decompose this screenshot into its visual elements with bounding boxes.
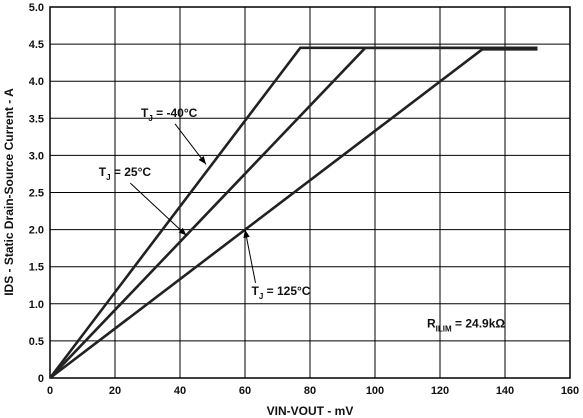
y-axis-ticks: 0 0.5 1.0 1.5 2.0 2.5 3.0 3.5 4.0 4.5 5.0: [29, 2, 44, 385]
series-lines: [48, 46, 538, 380]
series-line-2: [49, 46, 538, 379]
x-tick-label: 0: [47, 385, 53, 397]
annotation-arrow-line: [129, 182, 187, 236]
y-tick-label: 4.0: [29, 76, 44, 88]
y-tick-label: 1.0: [29, 299, 44, 311]
x-tick-label: 20: [109, 385, 121, 397]
x-tick-label: 60: [239, 385, 251, 397]
x-tick-label: 140: [496, 385, 514, 397]
y-tick-label: 0: [38, 373, 44, 385]
y-tick-label: 3.5: [29, 113, 44, 125]
y-tick-label: 1.5: [29, 262, 44, 274]
annotation-label: TJ = 125°C: [252, 284, 311, 301]
x-tick-label: 40: [174, 385, 186, 397]
y-tick-label: 0.5: [29, 336, 44, 348]
x-tick-label: 120: [431, 385, 449, 397]
annotation-arrow-head: [198, 156, 206, 165]
x-tick-label: 100: [366, 385, 384, 397]
y-tick-label: 3.0: [29, 150, 44, 162]
series-line-3: [49, 47, 538, 380]
x-axis-ticks: 0 20 40 60 80 100 120 140 160: [47, 385, 579, 397]
annotation-label: RILIM = 24.9kΩ: [427, 317, 505, 334]
annotations: TJ = -40°C TJ = 25°C TJ = 125°C RILIM = 24.…: [99, 106, 506, 334]
grid: [50, 7, 570, 378]
y-tick-label: 4.5: [29, 39, 44, 51]
x-tick-label: 80: [304, 385, 316, 397]
annotation-label: TJ = -40°C: [141, 106, 198, 123]
annotation-arrow-head: [178, 227, 187, 236]
annotation-arrow-line: [174, 123, 207, 165]
annotation-arrow-line: [244, 229, 256, 283]
y-axis-label: IDS - Static Drain-Source Current - A: [2, 88, 16, 296]
x-axis-label: VIN-VOUT - mV: [267, 404, 354, 418]
y-tick-label: 2.5: [29, 188, 44, 200]
x-tick-label: 160: [561, 385, 579, 397]
annotation-arrow-head: [243, 229, 250, 239]
y-tick-label: 5.0: [29, 2, 44, 14]
annotation-label: TJ = 25°C: [99, 165, 152, 182]
y-tick-label: 2.0: [29, 225, 44, 237]
